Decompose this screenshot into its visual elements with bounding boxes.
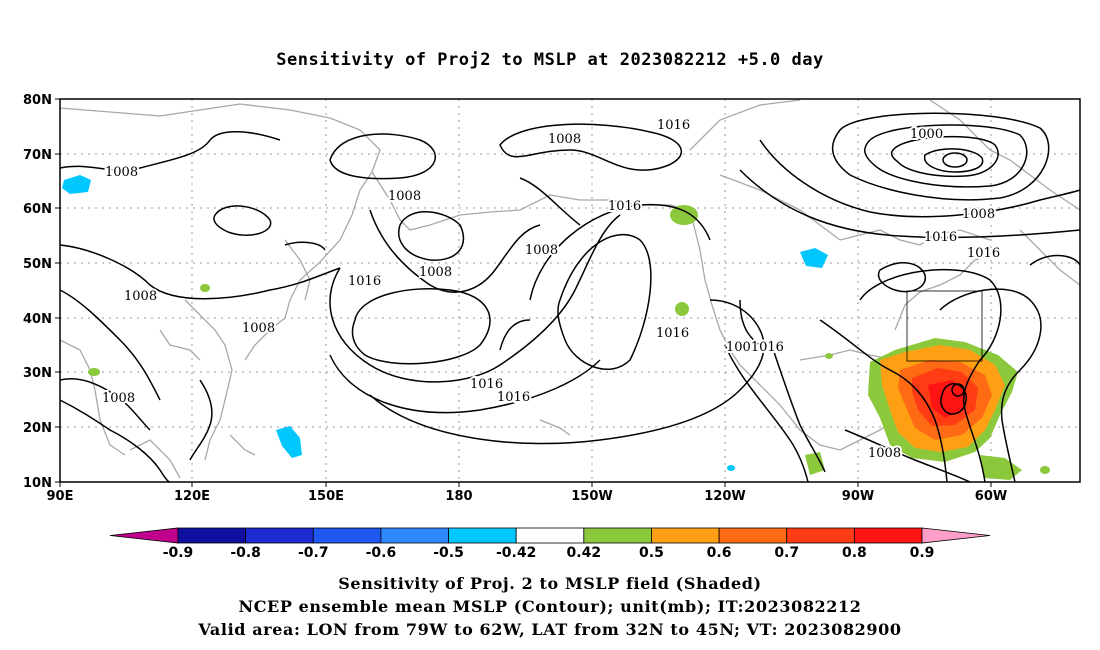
contour-label: 1016 — [967, 246, 1000, 261]
map-frame — [59, 98, 1081, 483]
contour-label: 1008 — [242, 321, 275, 336]
contour-label: 1001016 — [726, 340, 784, 355]
contour-label: 1008 — [102, 391, 135, 406]
valid-area-box — [906, 290, 983, 362]
contour-label: 1008 — [388, 189, 421, 204]
contour-label: 1008 — [419, 265, 452, 280]
colorbar-right-arrow — [921, 527, 991, 544]
contour-labels: 1008 1016 1000 1008 1008 1008 1016 1008 … — [0, 0, 1002, 463]
colorbar-label: 0.42 — [567, 545, 602, 561]
lon-axis — [59, 482, 992, 487]
colorbar-label: 0.5 — [639, 545, 664, 561]
colorbar-label: 0.6 — [707, 545, 732, 561]
map-title: Sensitivity of Proj2 to MSLP at 20230822… — [276, 50, 824, 70]
mslp-contours — [59, 112, 1081, 483]
lat-axis — [55, 98, 60, 483]
contour-label: 1016 — [470, 377, 503, 392]
colorbar-segment — [718, 527, 788, 544]
lon-tick-label: 120E — [174, 489, 210, 504]
caption-line-1: Sensitivity of Proj. 2 to MSLP field (Sh… — [338, 574, 762, 593]
lat-tick-label: 40N — [23, 312, 52, 327]
lat-tick-label: 50N — [23, 257, 52, 272]
lat-tick-label: 80N — [23, 93, 52, 108]
lat-tick-label: 60N — [23, 202, 52, 217]
colorbar-segment — [651, 527, 720, 544]
colorbar-label: 0.9 — [910, 545, 935, 561]
negative-sensitivity-region — [62, 175, 91, 194]
contour-label: 1016 — [656, 326, 689, 341]
colorbar-label: -0.8 — [230, 545, 261, 561]
lon-tick-label: 180 — [445, 489, 472, 504]
lon-tick-label: 60W — [975, 489, 1007, 504]
contour-label: 1008 — [0, 0, 33, 4]
colorbar-left-arrow — [109, 527, 179, 544]
contour-label: 1016 — [0, 0, 33, 4]
caption-line-3: Valid area: LON from 79W to 62W, LAT fro… — [198, 620, 902, 639]
contour-label: 1008 — [105, 165, 138, 180]
sensitivity-shading — [62, 175, 1050, 480]
lat-tick-label: 20N — [23, 421, 52, 436]
contour-label: 1016 — [924, 230, 957, 245]
lon-tick-label: 120W — [704, 489, 745, 504]
contour-label: 1008 — [868, 446, 901, 461]
colorbar-segment — [177, 527, 247, 544]
lat-tick-label: 30N — [23, 366, 52, 381]
lon-tick-label: 90W — [842, 489, 874, 504]
colorbar-segment — [515, 527, 585, 544]
gridlines — [60, 99, 1080, 482]
colorbar-segment — [853, 527, 923, 544]
contour-label: 1016 — [497, 390, 530, 405]
colorbar-label: -0.42 — [496, 545, 536, 561]
colorbar-label: -0.7 — [298, 545, 329, 561]
lon-tick-label: 150E — [308, 489, 344, 504]
colorbar-segment — [583, 527, 652, 544]
colorbar-segment — [312, 527, 382, 544]
colorbar-label: 0.8 — [842, 545, 867, 561]
colorbar-segment — [380, 527, 449, 544]
lat-tick-label: 70N — [23, 148, 52, 163]
colorbar-label: -0.9 — [163, 545, 194, 561]
colorbar-segment — [245, 527, 314, 544]
lon-tick-label: 150W — [571, 489, 612, 504]
contour-label: 1008 — [548, 132, 581, 147]
contour-label: 1000 — [910, 127, 943, 142]
contour-label: 1016 — [608, 199, 641, 214]
lat-tick-label: 10N — [23, 476, 52, 491]
colorbar-segment — [786, 527, 855, 544]
colorbar-label: -0.5 — [433, 545, 464, 561]
caption-line-2: NCEP ensemble mean MSLP (Contour); unit(… — [238, 597, 862, 616]
contour-label: 1016 — [348, 274, 381, 289]
colorbar-label: -0.6 — [366, 545, 397, 561]
contour-label: 1008 — [124, 289, 157, 304]
contour-label: 1008 — [525, 243, 558, 258]
lon-tick-label: 90E — [47, 489, 74, 504]
colorbar: -0.9 -0.8 -0.7 -0.6 -0.5 -0.42 0.42 0.5 0.6 0.7 0.… — [109, 527, 991, 561]
colorbar-label: 0.7 — [774, 545, 799, 561]
contour-label: 1016 — [657, 118, 690, 133]
colorbar-segment — [448, 527, 517, 544]
contour-label: 1008 — [962, 207, 995, 222]
